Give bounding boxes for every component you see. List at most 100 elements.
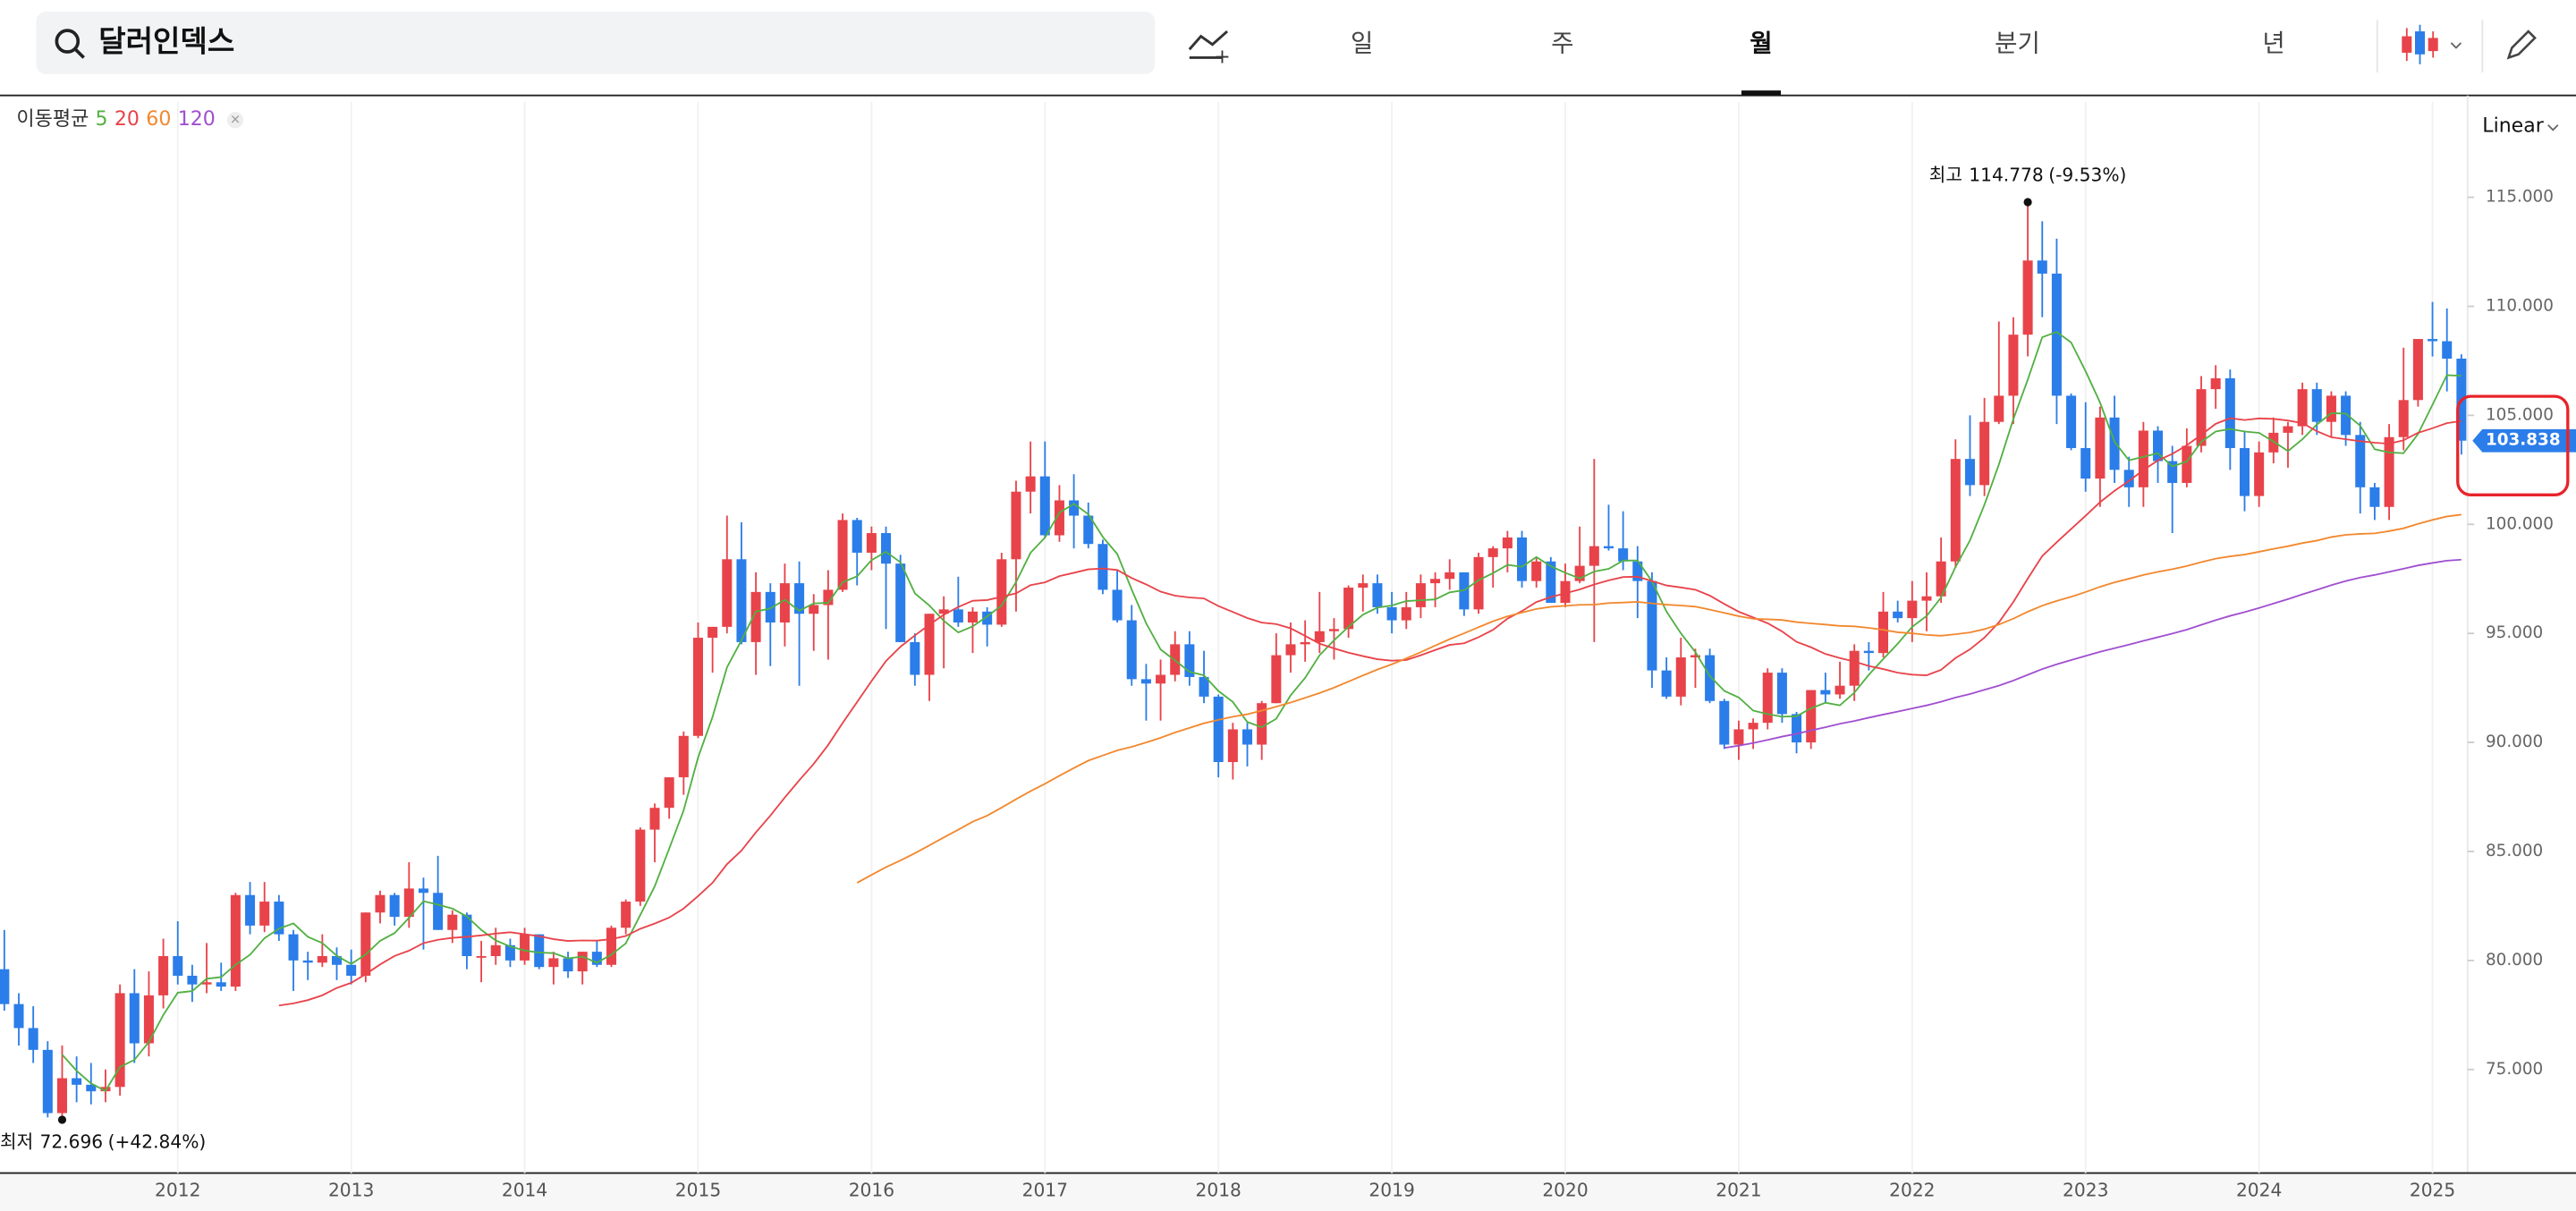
y-tick-label: 90.000 [2486,733,2543,751]
indicator-period: 20 [114,108,140,131]
candle-body [1574,565,1585,581]
indicator-close[interactable] [226,112,244,129]
candle-body [1054,500,1064,536]
candle-body [1863,650,1874,654]
candle-body [476,956,487,958]
candle-body [1213,696,1224,763]
candle-body [2384,436,2394,507]
indicator-icon[interactable] [1188,30,1229,51]
candle-body [606,927,617,965]
candle-body [216,982,226,987]
candle-body [2224,377,2235,448]
extreme-marker [57,1115,67,1124]
candle-body [389,894,400,918]
candle-body [1517,537,1528,581]
candle-body [1705,655,1716,701]
candle-body [360,912,371,976]
candle-body [490,944,501,957]
candle-body [143,995,154,1044]
candle-body [563,958,573,972]
candle-body [1719,700,1730,745]
search-box[interactable] [36,12,1156,74]
scale-mode[interactable]: Linear [2482,115,2544,138]
candle-body [722,559,733,627]
candle-body [1589,546,1599,566]
candle-body [1748,723,1758,730]
indicator-close: × [230,112,241,127]
period-tab[interactable]: 년 [2262,30,2284,58]
candle-body [1257,703,1267,745]
candle-body [2369,487,2380,507]
candle-body [1473,556,1484,610]
candle-body [938,609,949,614]
candle-body [1069,500,1080,516]
candle-body [1936,561,1946,597]
x-tick-label: 2020 [1542,1179,1588,1200]
candle-body [2138,430,2148,487]
period-tab[interactable]: 주 [1551,30,1573,58]
candle-body [403,888,414,918]
y-tick-label: 95.000 [2486,623,2543,642]
y-tick-label: 80.000 [2486,951,2543,970]
scale-dropdown-icon[interactable] [2547,124,2559,131]
candle-body [375,894,386,913]
moving-average-line [856,513,2462,884]
y-tick-label: 110.000 [2486,296,2554,315]
candle-body [548,958,559,968]
candle-body [2297,389,2308,427]
search-query[interactable]: 달러인덱스 [98,23,234,58]
draw-icon[interactable] [2506,30,2537,60]
y-tick-label: 75.000 [2486,1060,2543,1079]
candle-body [1343,587,1354,630]
candle-body [288,934,299,961]
chart-type-icon[interactable] [2402,24,2462,64]
candle-body [1979,421,1990,486]
moving-average-line [61,331,2462,1092]
candle-body [1271,655,1282,704]
candle-body [1285,644,1296,656]
candle-body [1140,679,1151,684]
candle-body [765,591,775,622]
period-tab[interactable]: 분기 [1995,30,2040,58]
candle-body [2123,470,2134,487]
search-icon [74,47,85,59]
last-price-tag [2472,428,2576,453]
candle-body [2051,273,2062,396]
x-tick-label: 2012 [155,1179,200,1200]
candle-body [1603,546,1614,549]
indicator-label[interactable]: 이동평균 [16,108,89,131]
candle-body [2182,445,2192,483]
candle-body [1835,685,1845,695]
candle-body [649,808,660,830]
candle-body [100,1087,111,1092]
extreme-marker [2023,198,2032,207]
candle-body [2153,430,2164,462]
candle-body [982,611,993,625]
annotation-label: 최저 [0,1131,33,1152]
candle-body [230,894,241,987]
candle-body [996,559,1007,625]
period-tab[interactable]: 월 [1750,30,1772,58]
candle-body [2066,395,2077,448]
candle-body [837,520,848,590]
candle-body [2268,432,2279,453]
x-tick-label: 2024 [2236,1179,2282,1200]
candle-body [1126,620,1137,680]
candle-body [678,735,689,778]
moving-average-line [278,417,2462,1007]
candle-body [1690,655,1700,658]
candle-body [187,975,198,985]
candle-body [1242,729,1253,745]
candle-body [621,902,631,928]
candle-body [2442,341,2453,359]
candle-body [895,563,906,642]
candle-body [750,591,761,642]
highlight-box [2456,394,2570,496]
candle-body [13,1004,24,1029]
candle-body [852,520,862,553]
candle-body [1156,674,1166,684]
indicator-icon: + [1214,46,1230,68]
period-tab[interactable]: 일 [1351,30,1373,58]
candle-body [1083,515,1094,545]
candle-body [591,952,602,965]
